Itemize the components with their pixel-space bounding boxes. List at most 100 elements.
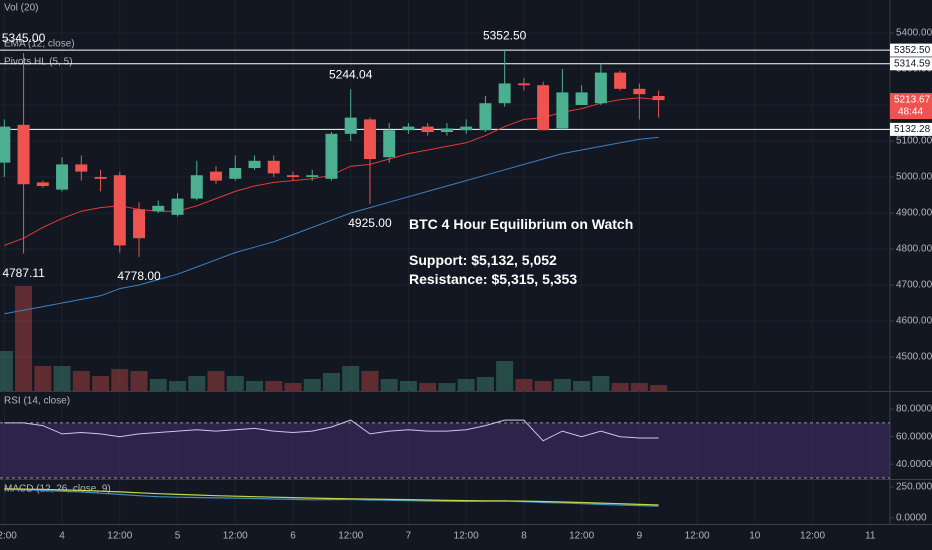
y-tick-label: 4500.00 bbox=[896, 352, 932, 363]
volume-bar bbox=[457, 379, 475, 391]
legend-volume: Vol (20) bbox=[4, 3, 38, 14]
rsi-tick-label: 60.0000 bbox=[896, 431, 932, 442]
macd-signal-line bbox=[4, 488, 659, 506]
candle-body bbox=[267, 160, 280, 174]
volume-bar bbox=[245, 381, 263, 391]
x-tick-label: 12:00 bbox=[685, 531, 710, 542]
x-tick-label: 12:00 bbox=[454, 531, 479, 542]
x-tick-label: 12:00 bbox=[338, 531, 363, 542]
candle-body bbox=[113, 175, 126, 246]
volume-bar bbox=[303, 379, 321, 391]
volume-bar bbox=[573, 381, 591, 391]
candle-body bbox=[75, 164, 88, 172]
volume-bar bbox=[380, 379, 398, 391]
candle-body bbox=[498, 83, 511, 104]
candle-body bbox=[363, 119, 376, 160]
volume-bar bbox=[650, 385, 668, 391]
x-tick-label: 12:00 bbox=[569, 531, 594, 542]
volume-bar bbox=[284, 383, 302, 391]
x-tick-label: 8 bbox=[521, 531, 527, 542]
volume-bar bbox=[476, 377, 494, 391]
candle-body bbox=[171, 198, 184, 215]
y-tick-label: 4700.00 bbox=[896, 280, 932, 291]
candle-body bbox=[421, 126, 434, 133]
volume-bar bbox=[361, 371, 379, 391]
candle-body bbox=[94, 177, 107, 179]
rsi-title: RSI (14, close) bbox=[4, 396, 70, 407]
volume-bar bbox=[149, 379, 167, 391]
candle-body bbox=[0, 126, 11, 163]
x-tick-label: 12:00 bbox=[223, 531, 248, 542]
candle-body bbox=[306, 175, 319, 178]
candle-body bbox=[594, 72, 607, 104]
x-tick-label: 11 bbox=[865, 531, 876, 542]
pivot-label: 5345.00 bbox=[2, 31, 46, 45]
candle-body bbox=[248, 160, 261, 169]
candle-body bbox=[556, 92, 569, 129]
level-tag bbox=[890, 43, 932, 57]
candle-body bbox=[36, 182, 49, 187]
volume-bar bbox=[188, 376, 206, 391]
x-tick-label: 12:00 bbox=[800, 531, 825, 542]
volume-bar bbox=[515, 379, 533, 391]
annotation: BTC 4 Hour Equilibrium on Watch bbox=[409, 216, 633, 232]
candle-body bbox=[575, 92, 588, 106]
candle-body bbox=[152, 205, 165, 212]
candle-body bbox=[229, 168, 242, 179]
volume-bar bbox=[322, 373, 340, 391]
volume-bar bbox=[0, 351, 13, 391]
rsi-tick-label: 80.0000 bbox=[896, 404, 932, 415]
volume-bar bbox=[438, 383, 456, 391]
volume-bar bbox=[72, 371, 90, 391]
macd-title: MACD (12, 26, close, 9) bbox=[4, 484, 111, 495]
macd-macd-line bbox=[4, 488, 659, 507]
annotation: Support: $5,132, 5,052 bbox=[409, 252, 557, 268]
legend-ema: EMA (12, close) bbox=[4, 39, 75, 50]
volume-bar bbox=[34, 366, 52, 391]
candle-body bbox=[633, 88, 646, 95]
annotation: Resistance: $5,315, 5,353 bbox=[409, 271, 577, 287]
countdown: 48:44 bbox=[898, 107, 923, 118]
volume-bar bbox=[207, 371, 225, 391]
pivot-label: 4778.00 bbox=[117, 269, 161, 283]
candle-body bbox=[286, 175, 299, 178]
candle-body bbox=[383, 130, 396, 158]
volume-bar bbox=[630, 383, 648, 391]
volume-bar bbox=[130, 371, 148, 391]
candle-body bbox=[210, 171, 223, 181]
volume-bar bbox=[592, 376, 610, 391]
y-tick-label: 4600.00 bbox=[896, 316, 932, 327]
level-tag bbox=[890, 122, 932, 136]
macd-tick-label: 250.0000 bbox=[896, 482, 932, 493]
pivot-label: 4925.00 bbox=[348, 216, 392, 230]
y-tick-label: 4800.00 bbox=[896, 244, 932, 255]
candle-body bbox=[517, 83, 530, 86]
volume-bar bbox=[496, 361, 514, 391]
x-tick-label: 4 bbox=[59, 531, 65, 542]
candle-body bbox=[344, 117, 357, 134]
x-tick-label: 9 bbox=[637, 531, 643, 542]
candle-body bbox=[460, 126, 473, 131]
candle-body bbox=[17, 124, 30, 185]
x-tick-label: 6 bbox=[290, 531, 296, 542]
pivot-label: 4787.11 bbox=[2, 266, 45, 280]
volume-bar bbox=[399, 381, 417, 391]
rsi-band bbox=[0, 422, 890, 478]
x-tick-label: 12:00 bbox=[107, 531, 132, 542]
candle-body bbox=[537, 85, 550, 131]
sma-line bbox=[4, 136, 659, 315]
volume-bar bbox=[611, 383, 629, 391]
volume-bar bbox=[553, 379, 571, 391]
volume-bar bbox=[419, 383, 437, 391]
candle-body bbox=[133, 209, 146, 239]
volume-bar bbox=[15, 286, 33, 391]
level-tag-label: 5352.50 bbox=[894, 45, 931, 56]
volume-bar bbox=[226, 376, 244, 391]
rsi-tick-label: 40.0000 bbox=[896, 459, 932, 470]
x-tick-label: 10 bbox=[749, 531, 761, 542]
candle-body bbox=[652, 96, 665, 101]
y-tick-label: 5400.00 bbox=[896, 28, 932, 39]
level-tag-label: 5132.28 bbox=[894, 124, 931, 135]
rsi-line bbox=[4, 419, 659, 442]
